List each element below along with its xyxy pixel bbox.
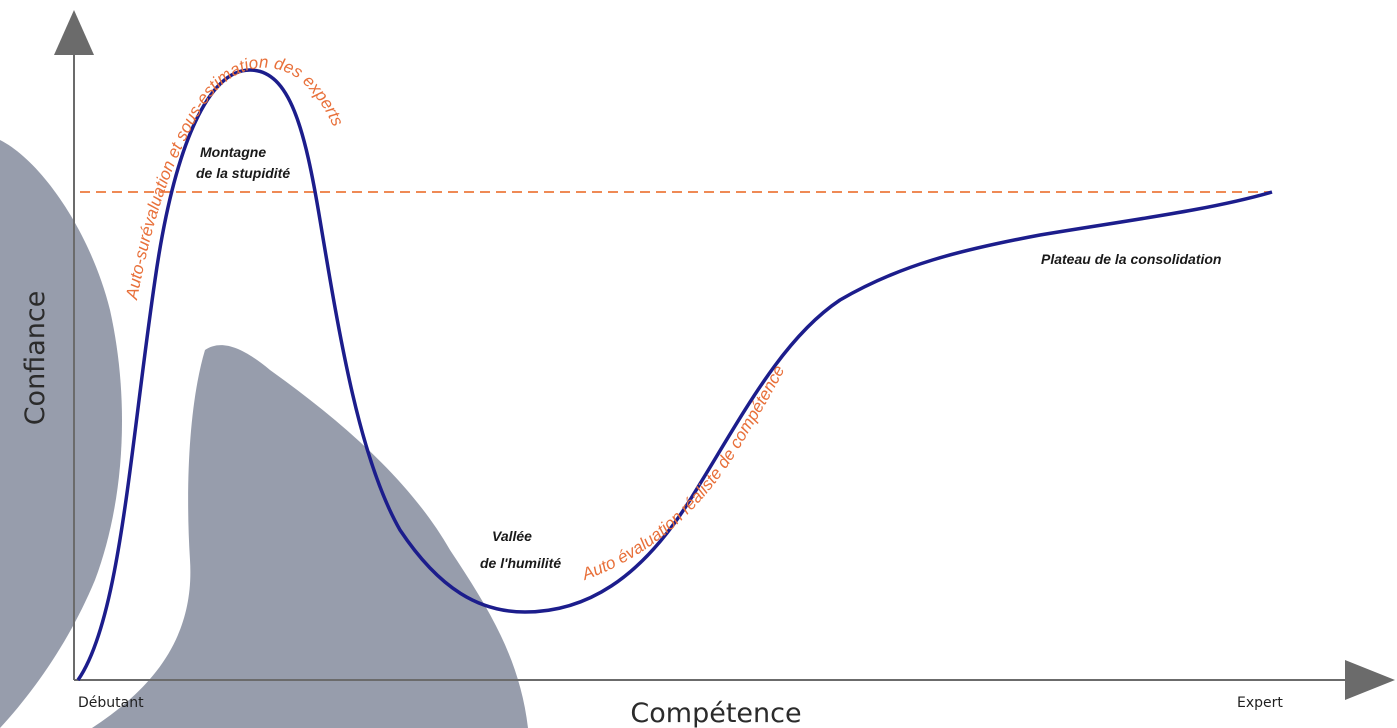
y-axis-arrow-icon: [54, 10, 94, 55]
x-axis-label: Compétence: [630, 698, 801, 728]
overlay-shape-center: [92, 345, 528, 728]
mountain-label-line2: de la stupidité: [196, 165, 290, 181]
valley-label-line1: Vallée: [492, 528, 532, 544]
plateau-label: Plateau de la consolidation: [1041, 251, 1221, 267]
x-axis-end-label: Expert: [1237, 695, 1283, 711]
overlay-shapes: [0, 140, 528, 728]
valley-label-line2: de l'humilité: [480, 555, 561, 571]
overlay-shape-left: [0, 140, 122, 728]
realistic-self-assessment-annotation: Auto évaluation réaliste de compétence: [579, 362, 789, 584]
confidence-curve: [76, 68, 1273, 682]
y-axis-label: Confiance: [20, 291, 51, 426]
x-axis-arrow-icon: [1345, 660, 1395, 700]
x-axis: [74, 660, 1395, 700]
mountain-label-line1: Montagne: [200, 144, 266, 160]
y-axis: [54, 10, 94, 680]
x-axis-start-label: Débutant: [78, 695, 144, 711]
